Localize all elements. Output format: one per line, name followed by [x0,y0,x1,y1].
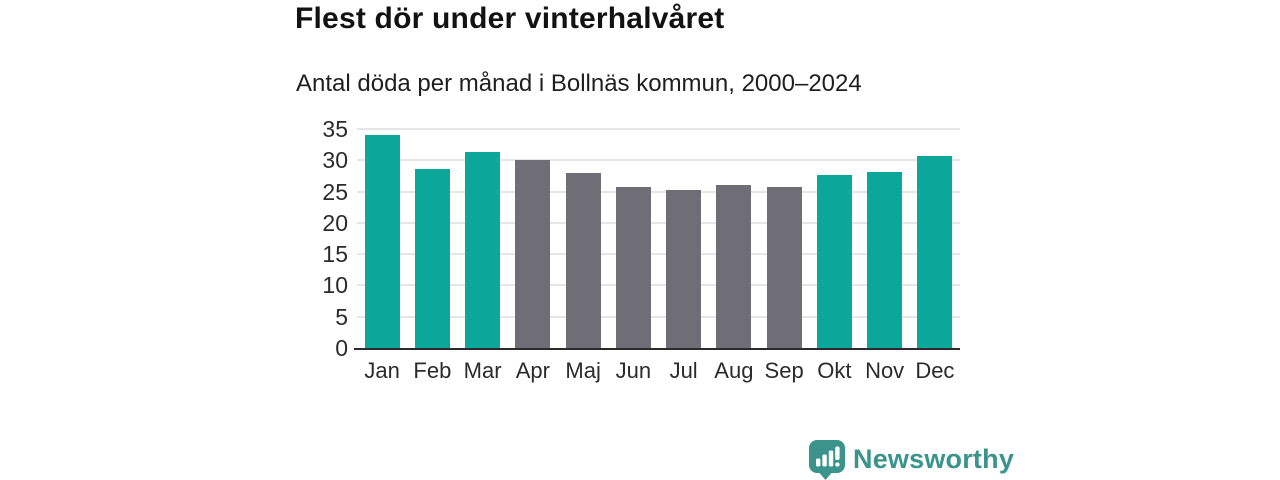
x-tick-label-sep: Sep [764,358,804,383]
newsworthy-logo-text: Newsworthy [853,444,1015,474]
newsworthy-speech-bubble-bar-chart-icon [809,440,845,480]
newsworthy-logo: Newsworthy [808,439,1014,480]
x-tick-label-maj: Maj [565,358,601,383]
x-tick-label-dec: Dec [915,358,955,383]
y-tick-label-30: 30 [322,147,348,174]
bar-jul [666,190,702,348]
gridline-35 [357,128,960,130]
bar-jun [615,186,651,348]
bar-nov [867,171,903,348]
x-tick-label-jul: Jul [669,358,698,383]
x-tick-label-okt: Okt [817,358,852,383]
gridline-30 [357,159,960,162]
x-tick-label-apr: Apr [515,358,550,383]
x-tick-label-feb: Feb [413,358,452,383]
y-tick-label-0: 0 [335,335,348,361]
x-axis-line [354,348,960,350]
gridline-25 [357,190,960,193]
bar-maj [565,172,601,348]
x-tick-label-jan: Jan [364,358,400,383]
bar-sep [766,187,802,348]
y-tick-label-15: 15 [322,241,348,268]
gridline-5 [357,315,960,318]
chart-subtitle: Antal döda per månad i Bollnäs kommun, 2… [296,70,862,97]
y-tick-label-10: 10 [322,272,348,299]
x-tick-label-aug: Aug [714,358,754,383]
bar-apr [515,160,551,348]
gridline-15 [357,253,960,256]
y-tick-label-20: 20 [322,209,348,236]
bar-feb [414,169,450,348]
bar-jan [364,135,400,348]
bar-dec [917,155,953,348]
x-tick-label-nov: Nov [865,358,905,383]
chart-title: Flest dör under vinterhalvåret [295,2,725,35]
bar-aug [716,184,752,348]
y-tick-label-35: 35 [322,116,348,142]
gridline-10 [357,284,960,287]
gridline-20 [357,221,960,224]
y-tick-label-5: 5 [335,303,348,330]
bar-okt [816,174,852,348]
bar-mar [465,151,501,348]
y-tick-label-25: 25 [322,178,348,205]
x-tick-label-jun: Jun [615,358,652,383]
x-tick-label-mar: Mar [463,358,502,383]
bar-chart-plot-area [354,128,960,350]
